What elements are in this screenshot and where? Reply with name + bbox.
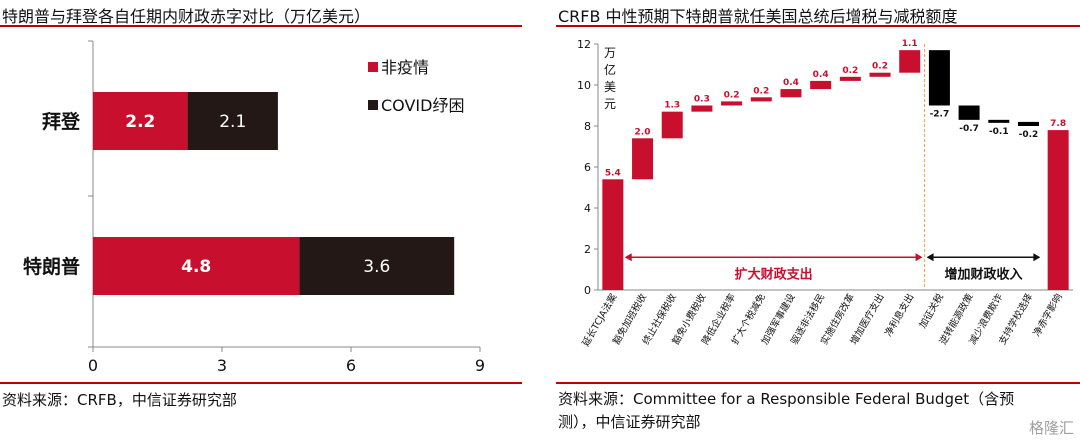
expansion-annotation: 扩大财政支出 xyxy=(735,267,813,283)
left-chart-title: 特朗普与拜登各自任期内财政赤字对比（万亿美元） xyxy=(2,7,371,26)
bar-value-label: 0.3 xyxy=(694,95,710,105)
y-tick-label: 8 xyxy=(584,120,591,133)
bar-value-label: 4.8 xyxy=(181,257,211,277)
x-tick-label: 9 xyxy=(475,356,485,375)
bar-value-label: -0.1 xyxy=(989,127,1009,137)
bar-value-label: 2.1 xyxy=(219,112,246,132)
bar-value-label: -0.2 xyxy=(1019,130,1039,140)
bar-covid-relief xyxy=(299,237,455,295)
right-chart-title: CRFB 中性预期下特朗普就任美国总统后增税与减税额度 xyxy=(558,7,958,26)
bar-value-label: 0.2 xyxy=(753,86,769,96)
y-tick-label: 10 xyxy=(577,79,591,92)
bar-value-label: 0.4 xyxy=(783,78,799,88)
bar-decrease xyxy=(1017,121,1039,126)
expansion-arrow-head-left xyxy=(624,253,632,262)
right-waterfall-chart: 024681012万亿美元5.4延长TCJA法案2.0豁免加班税收1.3终止社保… xyxy=(577,38,1073,349)
left-source-rule xyxy=(0,382,522,384)
y-axis-label-char: 万 xyxy=(604,46,616,60)
bar-value-label: 1.1 xyxy=(902,39,918,49)
bar-value-label: 2.2 xyxy=(125,112,155,132)
legend-label: COVID纾困 xyxy=(381,96,464,115)
right-source-rule xyxy=(556,382,1080,384)
x-tick-label: 0 xyxy=(88,356,98,375)
bar-decrease xyxy=(928,50,950,106)
y-tick-label: 0 xyxy=(584,284,591,297)
legend-label: 非疫情 xyxy=(381,58,429,77)
y-tick-label: 2 xyxy=(584,243,591,256)
bar-value-label: 0.4 xyxy=(813,70,829,80)
right-chart-panel: CRFB 中性预期下特朗普就任美国总统后增税与减税额度 0 2 4 6 8 10 12 万亿美… xyxy=(556,0,1080,442)
bar-increase xyxy=(602,179,624,290)
left-chart-source: 资料来源：CRFB，中信证券研究部 xyxy=(2,391,237,409)
y-axis-label-char: 美 xyxy=(604,80,616,94)
category-label: 拜登 xyxy=(42,110,81,133)
legend-swatch xyxy=(368,100,378,110)
bar-increase xyxy=(839,76,861,81)
bar-increase xyxy=(899,50,921,73)
bar-value-label: 0.2 xyxy=(724,90,740,100)
left-bar-chart: 0 3 6 9 拜登 2.2 2.1 特朗普 4.8 3.6 非疫情 COVID纾困 xyxy=(23,40,485,375)
bar-covid-relief xyxy=(187,92,278,150)
bar-increase xyxy=(721,101,743,106)
y-tick-label: 12 xyxy=(577,38,591,51)
x-tick-label: 3 xyxy=(217,356,227,375)
bar-value-label: -0.7 xyxy=(959,124,979,134)
legend-swatch xyxy=(368,62,378,72)
x-category-label: 净赤字影响 xyxy=(1031,292,1065,339)
right-chart-source-line1: 资料来源：Committee for a Responsible Federal… xyxy=(558,390,1015,408)
revenue-arrow-head-right xyxy=(1033,253,1041,262)
bar-increase xyxy=(632,138,654,180)
right-title-rule xyxy=(556,25,1080,27)
x-category-label: 加征关税 xyxy=(917,291,947,330)
bar-increase xyxy=(750,97,772,102)
bar-increase xyxy=(869,72,891,77)
bar-increase xyxy=(661,111,683,139)
bar-decrease xyxy=(988,119,1010,123)
bar-non-pandemic xyxy=(93,92,188,150)
bar-value-label: 3.6 xyxy=(363,257,390,277)
bar-total xyxy=(1047,130,1069,290)
y-axis-label-char: 元 xyxy=(604,97,616,111)
right-chart-source-line2: 测），中信证券研究部 xyxy=(558,413,701,431)
bar-value-label: 7.8 xyxy=(1050,119,1066,129)
watermark-logo: 格隆汇 xyxy=(1028,419,1074,437)
revenue-arrow-head-left xyxy=(926,253,934,262)
bar-value-label: 5.4 xyxy=(605,168,621,178)
bar-value-label: -2.7 xyxy=(930,110,950,120)
category-label: 特朗普 xyxy=(23,255,80,278)
left-chart-panel: 特朗普与拜登各自任期内财政赤字对比（万亿美元） 0 3 6 9 拜登 2.2 2.1 特朗普 4… xyxy=(0,0,522,442)
y-tick-label: 4 xyxy=(584,202,591,215)
bar-non-pandemic xyxy=(93,237,300,295)
bar-value-label: 1.3 xyxy=(664,101,680,111)
bar-decrease xyxy=(958,105,980,120)
left-title-rule xyxy=(0,25,522,27)
y-tick-label: 6 xyxy=(584,161,591,174)
bar-value-label: 0.2 xyxy=(872,62,888,72)
x-category-label: 净利息支出 xyxy=(882,292,916,339)
bar-increase xyxy=(780,89,802,98)
expansion-arrow-head-right xyxy=(915,253,923,262)
x-tick-label: 6 xyxy=(346,356,356,375)
bar-value-label: 0.2 xyxy=(842,66,858,76)
bar-increase xyxy=(810,80,832,90)
y-axis-label-char: 亿 xyxy=(604,62,616,77)
revenue-annotation: 增加财政收入 xyxy=(944,267,1022,283)
bar-increase xyxy=(691,105,713,112)
bar-value-label: 2.0 xyxy=(635,127,651,137)
